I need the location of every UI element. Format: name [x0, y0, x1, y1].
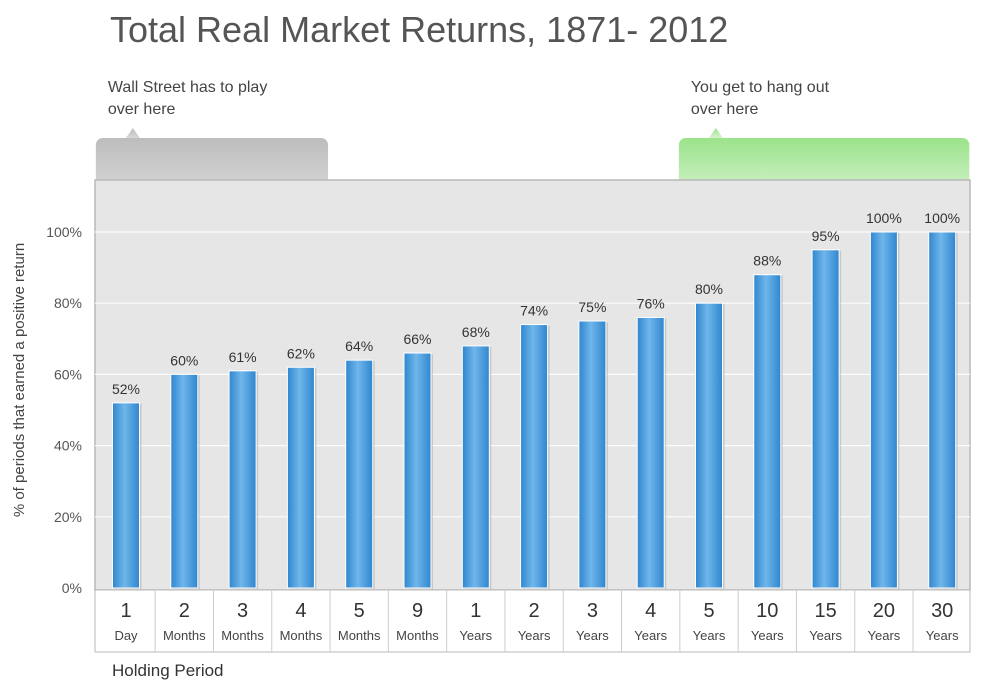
- y-axis-label: % of periods that earned a positive retu…: [11, 243, 28, 517]
- data-label: 52%: [112, 381, 140, 397]
- right-callout-pointer: [708, 128, 723, 138]
- x-axis: 1 Day 2 Months 3 Months 4 Months 5 Months 9 Months 1…: [94, 589, 971, 653]
- x-tick-unit: Years: [634, 628, 667, 643]
- x-tick-number: 4: [295, 600, 306, 622]
- x-tick-unit: Years: [868, 628, 901, 643]
- left-annotation-line-2: over here: [108, 101, 176, 118]
- x-tick-unit: Years: [926, 628, 959, 643]
- y-tick-label: 80%: [54, 295, 82, 311]
- data-label: 75%: [578, 299, 606, 315]
- bar: [811, 249, 840, 589]
- bar: [695, 302, 723, 589]
- x-tick-number: 2: [179, 600, 190, 622]
- data-label: 80%: [695, 281, 723, 297]
- x-tick-unit: Months: [396, 628, 439, 643]
- x-tick-unit: Months: [338, 628, 381, 643]
- bar: [578, 320, 607, 589]
- x-tick-number: 3: [237, 600, 248, 622]
- x-tick-unit: Day: [114, 628, 138, 643]
- bar: [928, 231, 957, 589]
- y-tick-label: 100%: [46, 224, 82, 240]
- bar: [403, 352, 432, 589]
- bar: [520, 324, 549, 589]
- bar: [461, 345, 490, 589]
- y-tick-label: 40%: [54, 438, 82, 454]
- bars: [112, 231, 958, 590]
- bar: [753, 274, 782, 589]
- bar: [869, 231, 898, 589]
- data-label: 62%: [287, 345, 315, 361]
- x-tick-unit: Years: [693, 628, 726, 643]
- x-tick-unit: Years: [576, 628, 609, 643]
- right-annotation-line-1: You get to hang out: [691, 79, 830, 96]
- data-label: 61%: [229, 349, 257, 365]
- x-tick-number: 3: [587, 600, 598, 622]
- data-labels: 52% 60% 61% 62% 64% 66% 68% 74% 75% 76% 80% 88% 95% 1…: [112, 210, 960, 397]
- bar: [286, 366, 315, 589]
- x-tick-number: 4: [645, 600, 656, 622]
- data-label: 66%: [403, 331, 431, 347]
- x-tick-unit: Months: [221, 628, 264, 643]
- x-tick-number: 15: [814, 600, 836, 622]
- x-tick-unit: Years: [518, 628, 551, 643]
- bar: [112, 402, 140, 589]
- y-tick-label: 60%: [54, 366, 82, 382]
- x-tick-unit: Years: [809, 628, 842, 643]
- y-axis: 0% 20% 40% 60% 80% 100%: [46, 224, 82, 596]
- data-label: 60%: [170, 352, 198, 368]
- x-tick-number: 20: [873, 600, 895, 622]
- data-label: 100%: [866, 210, 902, 226]
- y-tick-label: 0%: [62, 580, 82, 596]
- right-annotation-line-2: over here: [691, 101, 759, 118]
- data-label: 64%: [345, 338, 373, 354]
- chart-title: Total Real Market Returns, 1871- 2012: [110, 9, 728, 50]
- x-tick-number: 10: [756, 600, 778, 622]
- x-tick-unit: Months: [163, 628, 206, 643]
- x-tick-unit: Years: [751, 628, 784, 643]
- x-tick-number: 1: [470, 600, 481, 622]
- x-tick-number: 9: [412, 600, 423, 622]
- data-label: 95%: [812, 228, 840, 244]
- x-tick-number: 5: [703, 600, 714, 622]
- bar: [228, 370, 257, 589]
- x-tick-number: 5: [354, 600, 365, 622]
- x-tick-number: 30: [931, 600, 953, 622]
- x-tick-number: 2: [529, 600, 540, 622]
- data-label: 76%: [637, 295, 665, 311]
- x-tick-unit: Months: [280, 628, 323, 643]
- data-label: 68%: [462, 324, 490, 340]
- data-label: 74%: [520, 303, 548, 319]
- x-tick-unit: Years: [459, 628, 492, 643]
- bar: [636, 316, 665, 589]
- x-tick-number: 1: [120, 600, 131, 622]
- x-axis-box: [94, 589, 971, 653]
- y-tick-label: 20%: [54, 509, 82, 525]
- left-callout-pointer: [125, 128, 140, 138]
- left-annotation-line-1: Wall Street has to play: [108, 79, 267, 96]
- bar: [170, 373, 199, 589]
- x-axis-label: Holding Period: [112, 661, 224, 680]
- data-label: 100%: [924, 210, 960, 226]
- bar: [345, 359, 374, 589]
- data-label: 88%: [753, 253, 781, 269]
